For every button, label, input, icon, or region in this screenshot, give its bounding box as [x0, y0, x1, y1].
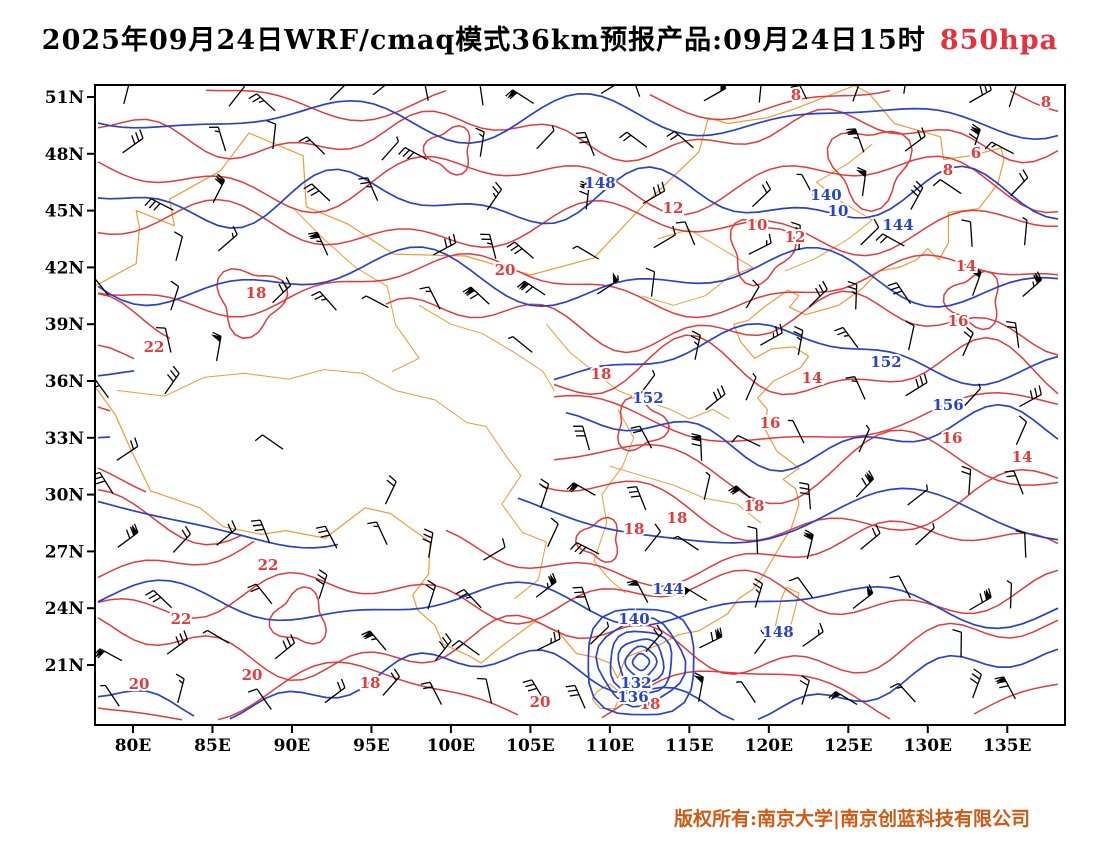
lat-axis-label: 51N — [45, 88, 84, 108]
red-contour-label: 20 — [530, 693, 551, 711]
blue-contour-label: 144 — [882, 216, 913, 234]
red-contour-label: 16 — [942, 429, 963, 447]
lon-axis-label: 125E — [824, 736, 872, 756]
blue-contour-label: 148 — [762, 623, 793, 641]
red-contour-label: 18 — [246, 284, 267, 302]
red-contour-label: 14 — [802, 369, 823, 387]
lon-axis-label: 100E — [427, 736, 475, 756]
red-contour-label: 8 — [1041, 93, 1051, 111]
blue-contour-label: 132 — [620, 674, 651, 692]
lon-axis-label: 110E — [586, 736, 634, 756]
copyright: 版权所有:南京大学|南京创蓝科技有限公司 — [674, 808, 1030, 830]
title-level: 850hpa — [939, 25, 1059, 56]
lon-axis-label: 80E — [115, 736, 152, 756]
red-contour-label: 14 — [1012, 448, 1033, 466]
red-contour-label: 18 — [624, 520, 645, 538]
lon-axis-label: 95E — [353, 736, 390, 756]
red-contour-label: 22 — [144, 338, 165, 356]
map-frame — [94, 84, 1066, 726]
red-contour-label: 18 — [667, 509, 688, 527]
red-isolines — [97, 89, 1059, 721]
red-contour-label: 22 — [171, 610, 192, 628]
blue-contour-label: 148 — [584, 174, 615, 192]
lat-axis-label: 30N — [45, 486, 84, 506]
lon-axis-label: 135E — [983, 736, 1031, 756]
red-contour-label: 12 — [663, 199, 684, 217]
red-contour-label: 14 — [956, 257, 977, 275]
geography-boundaries — [96, 86, 1005, 710]
blue-contour-label: 144 — [652, 580, 683, 598]
red-contour-label: 8 — [791, 86, 801, 104]
lat-axis-label: 21N — [45, 656, 84, 676]
blue-contour-label: 10 — [828, 202, 849, 220]
blue-contour-label: 140 — [810, 186, 841, 204]
red-contour-label: 16 — [760, 414, 781, 432]
red-contour-label: 12 — [785, 228, 806, 246]
red-contour-label: 8 — [943, 161, 953, 179]
lon-axis-label: 115E — [665, 736, 713, 756]
blue-isolines — [97, 92, 1059, 721]
lon-axis-label: 120E — [745, 736, 793, 756]
red-contour-label: 10 — [747, 216, 768, 234]
chart-title: 2025年09月24日WRF/cmaq模式36km预报产品:09月24日15时 8… — [0, 18, 1100, 57]
blue-contour-label: 136 — [617, 688, 648, 706]
red-contour-label: 6 — [971, 144, 981, 162]
lon-axis-label: 130E — [904, 736, 952, 756]
lat-axis-label: 48N — [45, 145, 84, 165]
lat-axis-label: 24N — [45, 599, 84, 619]
lon-axis-label: 105E — [506, 736, 554, 756]
axis-labels: 51N 48N 45N 42N 39N 36N 33N 30N 27N 24N 21N 80E 85E 9… — [45, 88, 1032, 756]
red-contour-label: 20 — [129, 675, 150, 693]
red-contour-label: 16 — [948, 312, 969, 330]
lon-axis-label: 90E — [274, 736, 311, 756]
lat-axis-label: 45N — [45, 202, 84, 222]
red-contour-label: 18 — [591, 365, 612, 383]
red-contour-label: 18 — [360, 674, 381, 692]
blue-contour-label: 152 — [632, 389, 663, 407]
blue-contour-label: 152 — [870, 353, 901, 371]
lat-axis-label: 39N — [45, 315, 84, 335]
lat-axis-label: 42N — [45, 258, 84, 278]
typhoon-center — [587, 608, 695, 716]
lon-axis-label: 85E — [194, 736, 231, 756]
lat-axis-label: 33N — [45, 429, 84, 449]
title-main: 2025年09月24日WRF/cmaq模式36km预报产品:09月24日15时 — [41, 25, 926, 56]
red-contour-label: 20 — [242, 666, 263, 684]
blue-contour-label: 140 — [618, 610, 649, 628]
wind-barbs — [96, 86, 1043, 710]
red-contour-label: 18 — [744, 497, 765, 515]
red-contour-label: 22 — [258, 556, 279, 574]
blue-contour-label: 156 — [932, 396, 963, 414]
lat-axis-label: 36N — [45, 372, 84, 392]
lat-axis-label: 27N — [45, 542, 84, 562]
red-contour-label: 18 — [640, 695, 661, 713]
red-contour-label: 20 — [495, 261, 516, 279]
